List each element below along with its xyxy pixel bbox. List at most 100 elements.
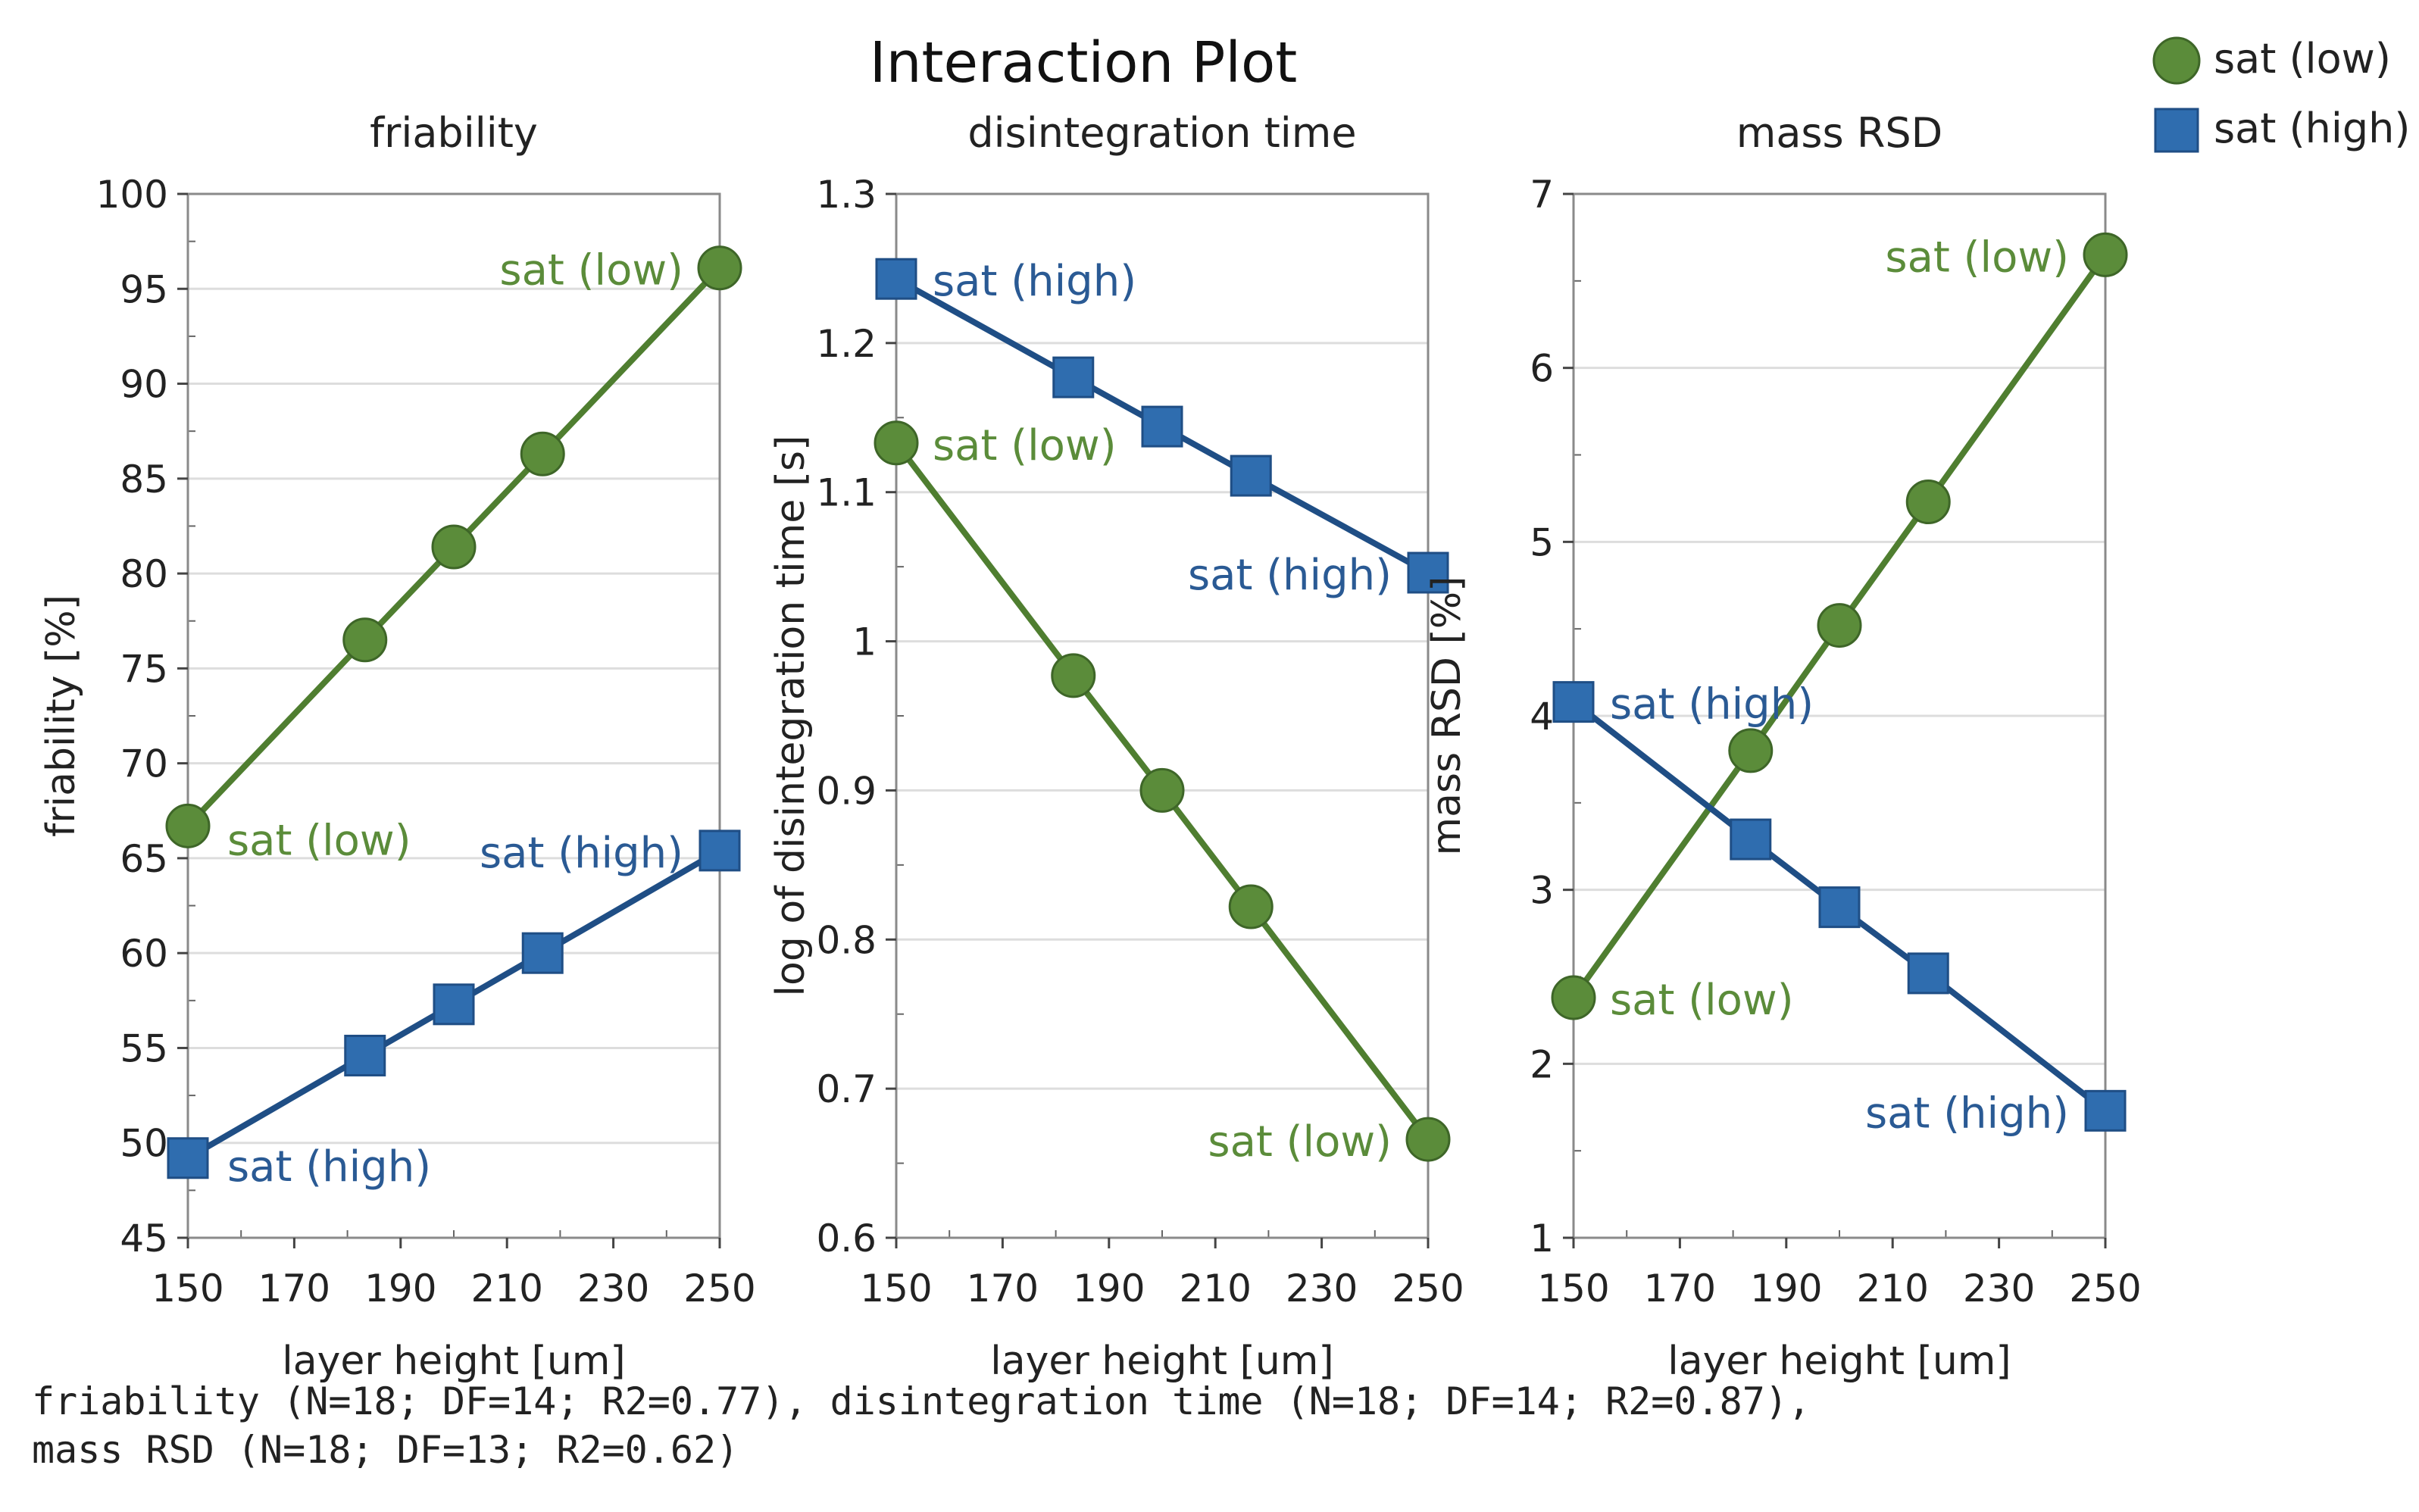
legend: sat (low) sat (high) (2152, 35, 2410, 153)
x-tick-label: 250 (2069, 1267, 2141, 1311)
legend-marker-sat-high-icon (2154, 108, 2199, 153)
plot-frame (895, 192, 1430, 1239)
x-tick-label: 170 (1644, 1267, 1716, 1311)
x-tick-label: 150 (152, 1267, 223, 1311)
stats-line-1: friability (N=18; DF=14; R2=0.77), disin… (32, 1379, 1811, 1423)
y-tick-label: 90 (120, 363, 168, 407)
y-tick-label: 70 (120, 742, 168, 786)
panel-friability: 45 50 55 60 65 70 75 80 85 90 95 100 150 170 190 210 230… (39, 109, 756, 1384)
y-tick-label: 4 (1530, 695, 1554, 739)
y-tick-label: 60 (120, 932, 168, 976)
data-point-sat-low (520, 431, 565, 476)
data-point-sat-low (342, 617, 388, 663)
data-point-sat-high (1818, 886, 1861, 929)
data-point-sat-high (1730, 818, 1772, 861)
y-tick-label: 0.7 (816, 1067, 877, 1111)
data-point-sat-high (1230, 455, 1272, 497)
series-annotation-label: sat (high) (1610, 680, 1814, 729)
y-tick-label: 1.2 (816, 322, 877, 366)
series-annotation-label: sat (high) (933, 257, 1136, 306)
y-axis-label: mass RSD [%] (1424, 576, 1470, 856)
y-tick-label: 5 (1530, 520, 1554, 564)
legend-label: sat (low) (2214, 35, 2391, 83)
series-annotation-label: sat (high) (480, 829, 683, 878)
data-point-sat-low (1551, 975, 1596, 1020)
x-axis-label: layer height [um] (1667, 1339, 2011, 1384)
data-point-sat-low (431, 524, 477, 570)
x-tick-label: 250 (683, 1267, 755, 1311)
panel-title: friability (370, 109, 538, 157)
series-annotation-label: sat (high) (227, 1142, 431, 1192)
data-point-sat-high (1907, 952, 1949, 995)
y-tick-label: 85 (120, 458, 168, 501)
y-tick-label: 100 (96, 173, 168, 217)
y-tick-label: 7 (1530, 173, 1554, 217)
panel-title: disintegration time (967, 109, 1356, 157)
x-tick-label: 210 (1179, 1267, 1251, 1311)
x-tick-label: 230 (577, 1267, 649, 1311)
data-point-sat-low (1728, 728, 1774, 773)
data-point-sat-low (1051, 653, 1096, 698)
data-point-sat-high (699, 829, 741, 872)
data-point-sat-high (167, 1137, 209, 1179)
y-tick-label: 50 (120, 1122, 168, 1166)
y-tick-label: 0.8 (816, 918, 877, 962)
y-tick-label: 3 (1530, 869, 1554, 913)
series-annotation-label: sat (low) (1885, 233, 2069, 282)
x-tick-label: 210 (470, 1267, 542, 1311)
y-tick-label: 1.1 (816, 471, 877, 515)
x-tick-label: 190 (1073, 1267, 1145, 1311)
y-axis-label: friability [%] (39, 595, 84, 837)
x-tick-label: 150 (1537, 1267, 1609, 1311)
series-annotation-label: sat (low) (933, 421, 1117, 470)
figure-title: Interaction Plot (870, 30, 1297, 95)
series-annotation-label: sat (low) (499, 246, 683, 295)
y-tick-label: 65 (120, 837, 168, 881)
y-tick-label: 0.6 (816, 1217, 877, 1261)
series-annotation-label: sat (low) (1208, 1117, 1392, 1167)
y-tick-label: 6 (1530, 347, 1554, 391)
data-point-sat-low (2083, 232, 2128, 277)
x-tick-label: 170 (967, 1267, 1039, 1311)
x-tick-label: 150 (860, 1267, 932, 1311)
data-point-sat-low (1905, 480, 1951, 525)
data-point-sat-high (1052, 356, 1095, 398)
y-tick-label: 2 (1530, 1042, 1554, 1086)
data-point-sat-high (433, 983, 475, 1026)
x-tick-label: 190 (364, 1267, 436, 1311)
series-annotation-label: sat (low) (1610, 976, 1794, 1025)
data-point-sat-high (1141, 405, 1183, 448)
data-point-sat-low (1817, 603, 1862, 648)
data-point-sat-low (697, 245, 742, 291)
panel-mass-RSD: 1 2 3 4 5 6 7 150 170 190 210 230 250 mass RSD layer h… (1424, 109, 2142, 1384)
data-point-sat-low (874, 420, 919, 466)
stats-line-2: mass RSD (N=18; DF=13; R2=0.62) (32, 1428, 739, 1472)
x-tick-label: 230 (1286, 1267, 1358, 1311)
x-axis-label: layer height [um] (990, 1339, 1333, 1384)
data-point-sat-low (165, 803, 211, 848)
data-point-sat-low (1405, 1117, 1451, 1162)
y-tick-label: 1 (852, 620, 877, 664)
x-tick-label: 230 (1963, 1267, 2035, 1311)
x-tick-label: 190 (1750, 1267, 1822, 1311)
series-annotation-label: sat (high) (1188, 551, 1392, 600)
series-annotation-label: sat (low) (227, 816, 411, 865)
y-tick-label: 55 (120, 1026, 168, 1070)
data-point-sat-high (875, 258, 917, 300)
plot-frame (186, 192, 721, 1239)
x-tick-label: 250 (1392, 1267, 1464, 1311)
x-tick-label: 170 (258, 1267, 330, 1311)
data-point-sat-low (1228, 884, 1274, 929)
y-tick-label: 80 (120, 552, 168, 596)
data-point-sat-high (1552, 681, 1595, 723)
x-tick-label: 210 (1856, 1267, 1928, 1311)
data-point-sat-high (521, 932, 564, 974)
series-annotation-label: sat (high) (1865, 1089, 2069, 1138)
y-tick-label: 75 (120, 647, 168, 691)
legend-label: sat (high) (2214, 105, 2410, 152)
y-tick-label: 95 (120, 267, 168, 311)
panel-title: mass RSD (1736, 109, 1943, 157)
panel-disintegration-time: 0.6 0.7 0.8 0.9 1 1.1 1.2 1.3 150 170 190 210 230 250… (768, 109, 1464, 1384)
model-statistics: friability (N=18; DF=14; R2=0.77), disin… (32, 1377, 1811, 1474)
